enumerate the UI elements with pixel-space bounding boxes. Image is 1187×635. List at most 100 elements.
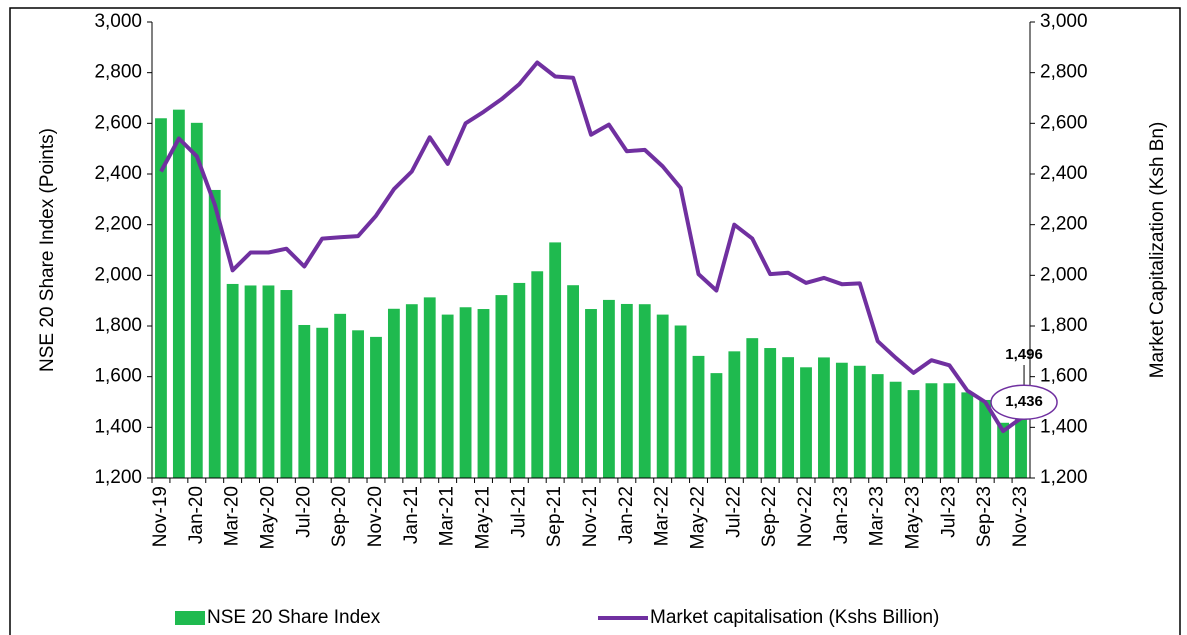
bar bbox=[710, 373, 723, 478]
bar bbox=[190, 122, 203, 479]
bar bbox=[280, 290, 293, 478]
bar bbox=[387, 308, 400, 478]
y2-tick-label: 1,400 bbox=[1040, 416, 1088, 437]
y2-tick-label: 3,000 bbox=[1040, 11, 1088, 32]
bar bbox=[925, 383, 938, 478]
bar bbox=[262, 285, 275, 478]
bar bbox=[835, 362, 848, 478]
y2-tick-label: 1,200 bbox=[1040, 467, 1088, 488]
bar bbox=[513, 282, 526, 478]
line bbox=[159, 60, 1023, 434]
x-tick-label: Mar-21 bbox=[437, 486, 458, 546]
x-tick-label: Mar-22 bbox=[652, 486, 673, 546]
bar bbox=[208, 189, 221, 478]
y-tick-label: 1,600 bbox=[94, 366, 142, 387]
y2-tick-label: 2,400 bbox=[1040, 163, 1088, 184]
data-label: 1,496 bbox=[1005, 346, 1043, 363]
bar bbox=[226, 283, 239, 478]
x-tick-label: Sep-23 bbox=[974, 486, 995, 547]
bar bbox=[746, 338, 759, 478]
bar bbox=[889, 381, 902, 478]
bar bbox=[674, 325, 687, 478]
legend-swatch bbox=[175, 611, 205, 625]
bar bbox=[782, 357, 795, 478]
bar bbox=[818, 357, 830, 478]
y2-tick-label: 1,600 bbox=[1040, 366, 1088, 387]
bar bbox=[603, 299, 615, 478]
bar bbox=[692, 355, 705, 478]
x-tick-label: Nov-21 bbox=[580, 486, 601, 547]
bar bbox=[441, 314, 454, 478]
y-axis-title: NSE 20 Share Index (Points) bbox=[37, 128, 58, 372]
x-tick-label: Nov-23 bbox=[1010, 486, 1031, 547]
bar bbox=[298, 324, 311, 478]
x-tick-label: Jan-20 bbox=[186, 486, 207, 544]
frame bbox=[9, 7, 1181, 635]
x-tick-label: Jul-20 bbox=[293, 486, 314, 538]
bar bbox=[979, 399, 992, 478]
x-tick-label: May-21 bbox=[473, 486, 494, 549]
bar bbox=[316, 327, 329, 478]
bar bbox=[155, 118, 167, 479]
bar bbox=[997, 422, 1010, 478]
legend-label: NSE 20 Share Index bbox=[207, 607, 381, 628]
bar bbox=[853, 365, 866, 478]
bar bbox=[495, 295, 508, 478]
y-tick-label: 2,000 bbox=[94, 264, 142, 285]
bar bbox=[549, 242, 562, 478]
bar bbox=[244, 285, 257, 478]
y2-tick-label: 2,800 bbox=[1040, 62, 1088, 83]
x-tick-label: Nov-22 bbox=[795, 486, 816, 547]
y-tick-label: 2,400 bbox=[94, 163, 142, 184]
bar bbox=[656, 314, 669, 478]
bar bbox=[405, 304, 418, 478]
bar bbox=[728, 351, 741, 478]
y2-axis-title: Market Capitalization (Ksh Bn) bbox=[1147, 122, 1168, 379]
x-tick-label: May-22 bbox=[688, 486, 709, 549]
x-tick-label: Nov-20 bbox=[365, 486, 386, 547]
x-tick-label: Mar-23 bbox=[867, 486, 888, 546]
x-tick-label: Sep-21 bbox=[544, 486, 565, 547]
y-tick-label: 1,400 bbox=[94, 416, 142, 437]
x-tick-label: Jan-22 bbox=[616, 486, 637, 544]
bar bbox=[423, 297, 436, 478]
legend-label: Market capitalisation (Kshs Billion) bbox=[650, 607, 939, 628]
bar bbox=[1015, 403, 1027, 478]
x-tick-label: May-20 bbox=[257, 486, 278, 549]
x-tick-label: Jul-21 bbox=[508, 486, 529, 538]
y2-tick-label: 2,200 bbox=[1040, 214, 1088, 235]
y-tick-label: 3,000 bbox=[94, 11, 142, 32]
data-label: 1,436 bbox=[1005, 393, 1043, 410]
bar bbox=[638, 304, 651, 478]
y-tick-label: 2,800 bbox=[94, 62, 142, 83]
x-tick-label: Jan-23 bbox=[831, 486, 852, 544]
bar bbox=[370, 336, 382, 478]
y-tick-label: 1,800 bbox=[94, 315, 142, 336]
y-tick-label: 2,200 bbox=[94, 214, 142, 235]
x-tick-label: Sep-22 bbox=[759, 486, 780, 547]
x-tick-label: Jan-21 bbox=[401, 486, 422, 544]
x-tick-label: Jul-23 bbox=[938, 486, 959, 538]
bar bbox=[764, 348, 777, 478]
y-tick-label: 2,600 bbox=[94, 112, 142, 133]
bar bbox=[943, 383, 956, 478]
bar bbox=[871, 374, 884, 478]
bar bbox=[477, 309, 490, 478]
bar bbox=[531, 271, 544, 478]
x-tick-label: Mar-20 bbox=[222, 486, 243, 546]
x-tick-label: Jul-22 bbox=[723, 486, 744, 538]
bar bbox=[459, 307, 472, 478]
bar bbox=[585, 309, 597, 478]
bar bbox=[961, 392, 974, 478]
x-tick-label: Sep-20 bbox=[329, 486, 350, 547]
bar bbox=[172, 109, 185, 479]
x-tick-label: May-23 bbox=[903, 486, 924, 549]
y-tick-label: 1,200 bbox=[94, 467, 142, 488]
y2-tick-label: 2,000 bbox=[1040, 264, 1088, 285]
x-tick-label: Nov-19 bbox=[150, 486, 171, 547]
bar bbox=[907, 390, 920, 478]
y2-tick-label: 1,800 bbox=[1040, 315, 1088, 336]
label-ellipse bbox=[990, 384, 1058, 420]
bar bbox=[800, 367, 812, 478]
